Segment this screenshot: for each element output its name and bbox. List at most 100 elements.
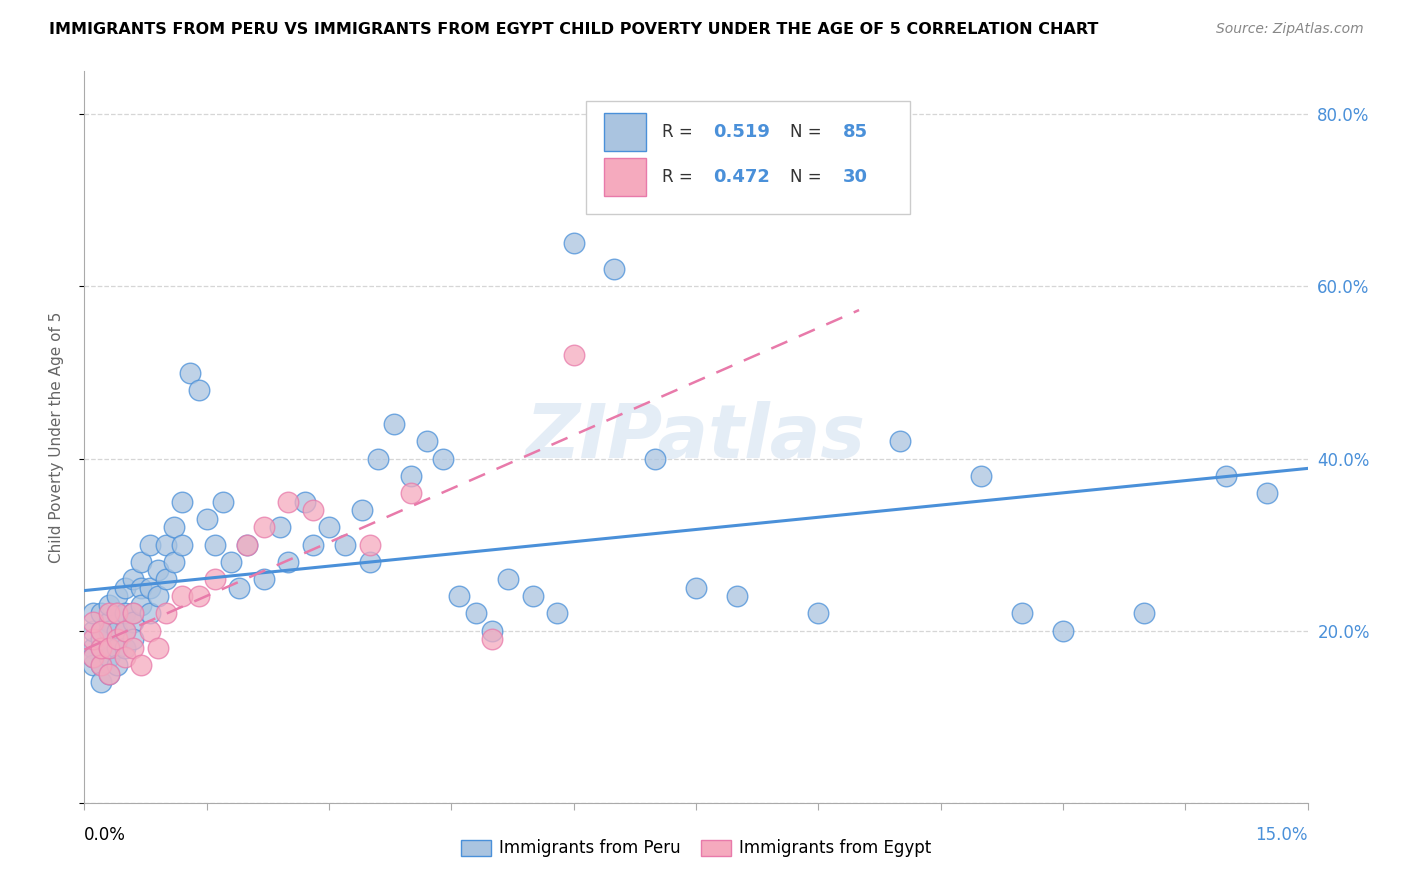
Point: [122, 572, 145, 586]
Point: [416, 434, 439, 449]
Point: [97, 624, 120, 638]
Point: [481, 624, 503, 638]
Point: [970, 468, 993, 483]
Point: [105, 607, 128, 621]
Point: [90, 640, 112, 655]
Point: [163, 555, 186, 569]
Point: [131, 658, 153, 673]
Point: [399, 486, 422, 500]
Point: [236, 538, 259, 552]
Point: [82, 640, 104, 655]
Point: [82, 658, 104, 673]
Point: [138, 538, 160, 552]
Point: [114, 581, 136, 595]
Point: [90, 624, 112, 638]
Point: [277, 494, 299, 508]
Point: [1215, 468, 1237, 483]
Point: [1052, 624, 1074, 638]
Point: [82, 624, 104, 638]
Point: [82, 649, 104, 664]
Point: [172, 538, 194, 552]
Point: [807, 607, 830, 621]
Text: IMMIGRANTS FROM PERU VS IMMIGRANTS FROM EGYPT CHILD POVERTY UNDER THE AGE OF 5 C: IMMIGRANTS FROM PERU VS IMMIGRANTS FROM …: [49, 22, 1098, 37]
Point: [138, 581, 160, 595]
Point: [97, 640, 120, 655]
Point: [335, 538, 357, 552]
Point: [155, 607, 177, 621]
Point: [105, 624, 128, 638]
Point: [228, 581, 250, 595]
Point: [432, 451, 454, 466]
Point: [82, 649, 104, 664]
Point: [301, 503, 323, 517]
Point: [122, 640, 145, 655]
Point: [90, 640, 112, 655]
Point: [122, 607, 145, 621]
Point: [131, 555, 153, 569]
Point: [90, 624, 112, 638]
Point: [562, 236, 585, 251]
Point: [301, 538, 323, 552]
Point: [163, 520, 186, 534]
Point: [644, 451, 666, 466]
Point: [114, 624, 136, 638]
Text: Source: ZipAtlas.com: Source: ZipAtlas.com: [1216, 22, 1364, 37]
Point: [82, 632, 104, 647]
Point: [546, 607, 568, 621]
FancyBboxPatch shape: [605, 113, 645, 151]
Point: [294, 494, 316, 508]
Point: [97, 649, 120, 664]
Point: [359, 555, 381, 569]
Text: R =: R =: [662, 123, 697, 141]
Point: [90, 658, 112, 673]
Point: [131, 581, 153, 595]
Point: [105, 640, 128, 655]
Point: [382, 417, 405, 432]
Point: [97, 666, 120, 681]
Point: [179, 366, 201, 380]
Point: [155, 572, 177, 586]
Point: [253, 572, 276, 586]
Point: [114, 640, 136, 655]
Point: [114, 649, 136, 664]
Text: R =: R =: [662, 169, 697, 186]
Point: [212, 494, 235, 508]
Point: [146, 589, 169, 603]
Point: [114, 607, 136, 621]
Point: [146, 640, 169, 655]
Point: [562, 348, 585, 362]
Point: [277, 555, 299, 569]
Point: [138, 624, 160, 638]
Point: [464, 607, 486, 621]
Point: [1256, 486, 1278, 500]
Point: [90, 658, 112, 673]
Point: [97, 666, 120, 681]
Point: [1011, 607, 1033, 621]
Point: [889, 434, 911, 449]
Point: [1133, 607, 1156, 621]
Point: [318, 520, 340, 534]
Point: [172, 589, 194, 603]
Point: [449, 589, 471, 603]
Point: [114, 624, 136, 638]
Point: [172, 494, 194, 508]
Text: 85: 85: [842, 123, 868, 141]
Point: [725, 589, 748, 603]
Point: [131, 598, 153, 612]
Text: 15.0%: 15.0%: [1256, 826, 1308, 844]
Point: [82, 615, 104, 629]
Point: [253, 520, 276, 534]
Point: [105, 607, 128, 621]
Point: [685, 581, 707, 595]
Point: [97, 607, 120, 621]
Point: [498, 572, 520, 586]
Y-axis label: Child Poverty Under the Age of 5: Child Poverty Under the Age of 5: [49, 311, 63, 563]
FancyBboxPatch shape: [586, 101, 910, 214]
Point: [187, 383, 209, 397]
FancyBboxPatch shape: [605, 159, 645, 196]
Point: [236, 538, 259, 552]
Point: [122, 632, 145, 647]
Point: [105, 658, 128, 673]
Text: 0.519: 0.519: [713, 123, 770, 141]
Point: [122, 615, 145, 629]
